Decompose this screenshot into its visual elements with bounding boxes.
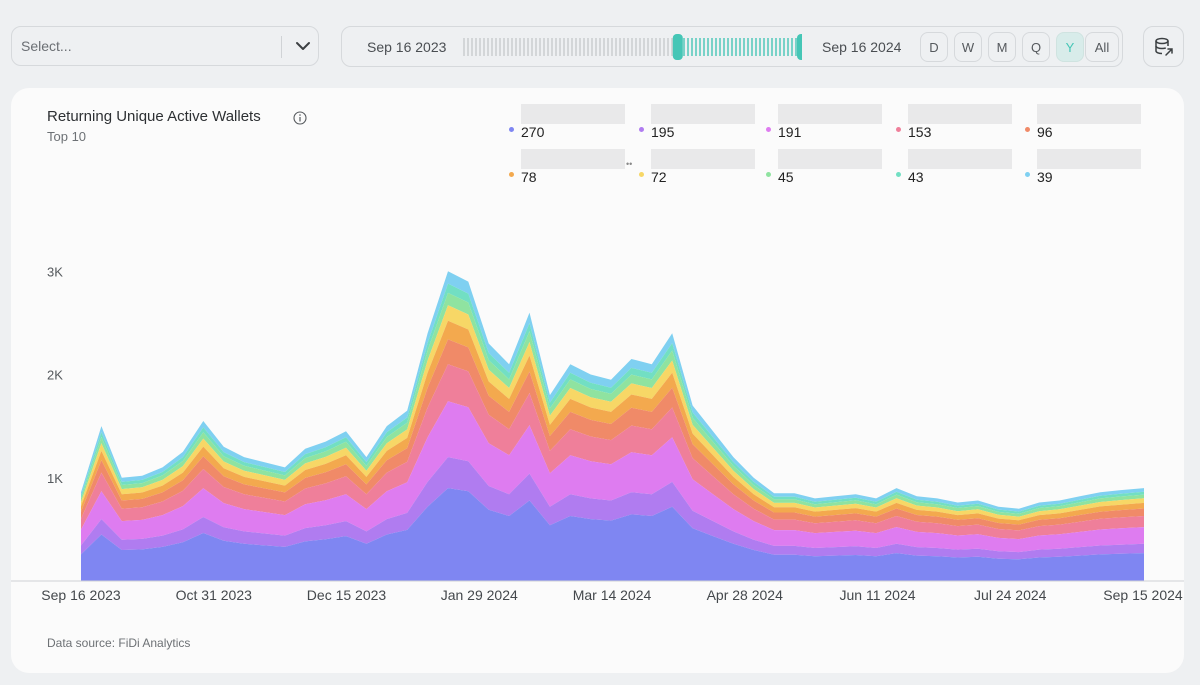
legend-value: 153 <box>908 124 932 140</box>
area-series-2[interactable] <box>81 457 1144 560</box>
x-tick-label: Oct 31 2023 <box>176 587 252 603</box>
range-handle-end[interactable] <box>797 34 802 60</box>
period-button-d[interactable]: D <box>920 32 948 62</box>
period-button-all[interactable]: All <box>1085 32 1119 62</box>
legend-label-placeholder <box>778 104 882 124</box>
x-tick-label: Apr 28 2024 <box>707 587 783 603</box>
legend-item[interactable]: 96 <box>1025 104 1145 144</box>
legend-label-placeholder <box>651 149 755 169</box>
select-placeholder: Select... <box>21 38 72 54</box>
legend-color-dot <box>766 127 771 132</box>
legend-item[interactable]: 39 <box>1025 149 1145 189</box>
x-tick-label: Jan 29 2024 <box>441 587 518 603</box>
stacked-area-chart: 1K 2K 3K Sep 16 2023 Oct 31 2023 Dec 15 2023 J… <box>11 264 1184 603</box>
x-tick-label: Jun 11 2024 <box>839 587 915 603</box>
period-button-q[interactable]: Q <box>1022 32 1050 62</box>
legend-label-placeholder <box>908 104 1012 124</box>
area-series-6[interactable] <box>81 320 1144 525</box>
x-tick-label: Sep 15 2024 <box>1103 587 1183 603</box>
chart-card: 1K 2K 3K Sep 16 2023 Oct 31 2023 Dec 15 2023 J… <box>11 88 1184 673</box>
y-tick-label: 1K <box>47 471 63 486</box>
legend-label-placeholder <box>778 149 882 169</box>
legend-value: 43 <box>908 169 924 185</box>
legend-item[interactable]: 78 <box>509 149 629 189</box>
x-tick-label: Jul 24 2024 <box>974 587 1047 603</box>
legend-value: 195 <box>651 124 675 140</box>
x-tick-label: Sep 16 2023 <box>41 587 121 603</box>
date-range-selector: Sep 16 2023 Sep 16 2024 D W M Q Y All <box>341 26 1123 67</box>
legend-label-placeholder <box>651 104 755 124</box>
database-export-icon <box>1155 37 1173 56</box>
legend-item[interactable]: 270 <box>509 104 629 144</box>
legend-item[interactable]: 153 <box>896 104 1016 144</box>
area-series-5[interactable] <box>81 339 1144 531</box>
legend-value: 72 <box>651 169 667 185</box>
legend-separator: •• <box>626 159 633 169</box>
area-series-1[interactable] <box>81 488 1144 581</box>
legend-color-dot <box>766 172 771 177</box>
legend-item[interactable]: 195 <box>639 104 759 144</box>
period-button-w[interactable]: W <box>954 32 982 62</box>
area-series-3[interactable] <box>81 401 1144 553</box>
asset-select[interactable]: Select... <box>11 26 319 66</box>
legend-value: 270 <box>521 124 545 140</box>
legend-color-dot <box>1025 172 1030 177</box>
legend-color-dot <box>509 172 514 177</box>
range-start-label: Sep 16 2023 <box>367 39 447 55</box>
data-source-note: Data source: FiDi Analytics <box>47 636 191 650</box>
legend-value: 78 <box>521 169 537 185</box>
legend-label-placeholder <box>1037 149 1141 169</box>
legend-value: 39 <box>1037 169 1053 185</box>
legend-color-dot <box>896 172 901 177</box>
info-icon[interactable] <box>293 111 307 125</box>
period-button-y[interactable]: Y <box>1056 32 1084 62</box>
chevron-down-icon[interactable] <box>292 35 314 57</box>
period-button-m[interactable]: M <box>988 32 1016 62</box>
legend-label-placeholder <box>521 149 625 169</box>
export-data-button[interactable] <box>1143 26 1184 67</box>
legend-label-placeholder <box>908 149 1012 169</box>
legend-color-dot <box>509 127 514 132</box>
legend-color-dot <box>639 172 644 177</box>
range-end-label: Sep 16 2024 <box>822 39 902 55</box>
y-tick-label: 2K <box>47 368 63 383</box>
legend-label-placeholder <box>521 104 625 124</box>
legend-value: 45 <box>778 169 794 185</box>
x-tick-label: Dec 15 2023 <box>307 587 387 603</box>
y-tick-label: 3K <box>47 264 63 279</box>
select-divider <box>281 36 282 58</box>
legend-label-placeholder <box>1037 104 1141 124</box>
legend-value: 191 <box>778 124 802 140</box>
range-slider[interactable] <box>462 34 802 60</box>
chart-subtitle: Top 10 <box>47 129 87 144</box>
legend-item[interactable]: 43 <box>896 149 1016 189</box>
legend-item[interactable]: 72 <box>639 149 759 189</box>
chart-title: Returning Unique Active Wallets <box>47 108 261 125</box>
area-series-4[interactable] <box>81 364 1144 540</box>
legend-item[interactable]: 191 <box>766 104 886 144</box>
x-tick-label: Mar 14 2024 <box>573 587 652 603</box>
range-handle-start[interactable] <box>672 34 683 60</box>
legend-color-dot <box>1025 127 1030 132</box>
legend-color-dot <box>639 127 644 132</box>
legend-item[interactable]: 45 <box>766 149 886 189</box>
legend-color-dot <box>896 127 901 132</box>
legend-value: 96 <box>1037 124 1053 140</box>
